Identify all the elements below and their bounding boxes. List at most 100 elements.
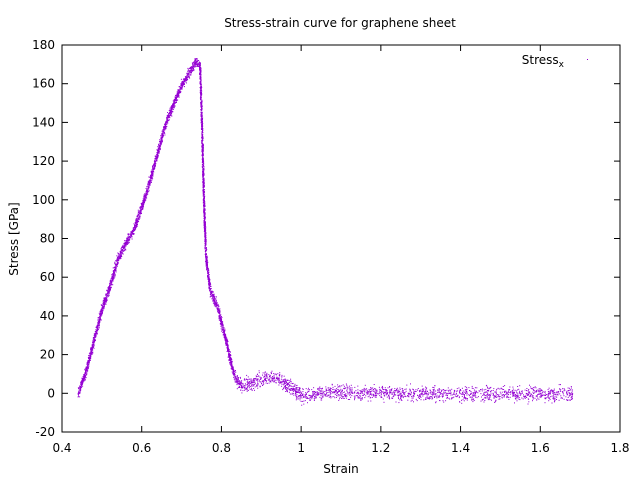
data-point xyxy=(200,82,202,84)
data-point xyxy=(152,173,154,175)
data-point xyxy=(364,384,366,386)
data-point xyxy=(199,82,201,84)
data-point xyxy=(348,393,350,395)
data-point xyxy=(88,360,90,362)
data-point xyxy=(220,318,222,320)
data-point xyxy=(202,153,203,155)
data-point xyxy=(245,388,247,390)
data-point xyxy=(254,386,256,388)
data-point xyxy=(349,394,351,396)
data-point xyxy=(259,381,261,383)
data-point xyxy=(225,343,227,345)
data-point xyxy=(180,91,182,93)
data-point xyxy=(202,179,204,181)
data-point xyxy=(136,221,138,223)
data-point xyxy=(180,83,182,85)
data-point xyxy=(174,100,176,102)
data-point xyxy=(271,380,273,382)
data-point xyxy=(95,334,97,336)
data-point xyxy=(121,247,123,249)
data-point xyxy=(200,67,202,69)
data-point xyxy=(265,373,267,375)
data-point xyxy=(98,323,100,325)
data-point xyxy=(200,87,202,89)
data-point xyxy=(160,141,162,143)
data-point xyxy=(109,280,111,282)
data-point xyxy=(206,257,208,259)
data-point xyxy=(199,66,201,68)
data-point xyxy=(312,395,314,396)
data-point xyxy=(155,156,157,158)
data-point xyxy=(200,111,202,113)
data-point xyxy=(123,246,124,248)
data-point xyxy=(258,380,260,382)
data-point xyxy=(143,204,144,206)
data-point xyxy=(81,377,83,379)
data-point xyxy=(175,99,177,101)
data-point xyxy=(165,128,167,130)
data-point xyxy=(131,232,133,234)
data-point xyxy=(150,179,152,181)
data-point xyxy=(151,172,153,174)
data-point xyxy=(117,254,119,256)
data-point xyxy=(298,389,300,391)
data-point xyxy=(85,377,87,379)
data-point xyxy=(242,386,243,388)
data-point xyxy=(141,203,143,205)
data-point xyxy=(137,221,139,223)
data-point xyxy=(203,163,205,165)
data-point xyxy=(360,398,362,400)
data-point xyxy=(77,387,79,389)
data-point xyxy=(158,144,160,146)
data-point xyxy=(196,65,198,67)
data-point xyxy=(132,227,134,229)
data-point xyxy=(200,84,201,85)
data-point xyxy=(247,380,249,382)
data-point xyxy=(222,325,224,327)
data-point xyxy=(206,266,208,268)
data-point xyxy=(110,278,112,280)
data-point xyxy=(208,278,210,280)
data-point xyxy=(145,195,147,197)
data-point xyxy=(256,386,258,387)
data-point xyxy=(141,206,143,208)
data-point xyxy=(284,378,286,380)
data-point xyxy=(101,309,103,311)
data-point xyxy=(203,217,205,219)
data-point xyxy=(199,64,201,66)
data-point xyxy=(126,242,128,244)
data-point xyxy=(117,260,119,262)
data-point xyxy=(229,359,231,361)
data-point xyxy=(187,70,189,72)
data-point xyxy=(201,145,203,147)
data-point xyxy=(251,382,253,384)
data-point xyxy=(275,374,277,376)
data-point xyxy=(86,372,88,374)
data-point xyxy=(285,386,286,388)
data-point xyxy=(216,299,217,301)
data-point xyxy=(202,175,204,177)
data-point xyxy=(201,101,203,103)
data-point xyxy=(143,198,145,200)
data-point xyxy=(121,249,123,251)
data-point xyxy=(350,391,352,393)
data-point xyxy=(79,386,81,388)
data-point xyxy=(93,343,95,345)
data-point xyxy=(136,220,138,222)
data-point xyxy=(250,380,252,382)
data-point xyxy=(215,306,217,308)
data-point xyxy=(209,296,211,298)
data-point xyxy=(158,150,160,152)
data-point xyxy=(128,233,129,235)
data-point xyxy=(339,398,340,400)
data-point xyxy=(224,334,226,336)
data-point xyxy=(347,388,349,390)
data-point xyxy=(137,221,139,222)
data-point xyxy=(86,368,88,370)
data-point xyxy=(201,99,203,101)
data-point xyxy=(192,65,194,67)
data-point xyxy=(242,387,244,389)
data-point xyxy=(372,387,374,389)
data-point xyxy=(104,303,106,305)
data-point xyxy=(275,373,277,375)
